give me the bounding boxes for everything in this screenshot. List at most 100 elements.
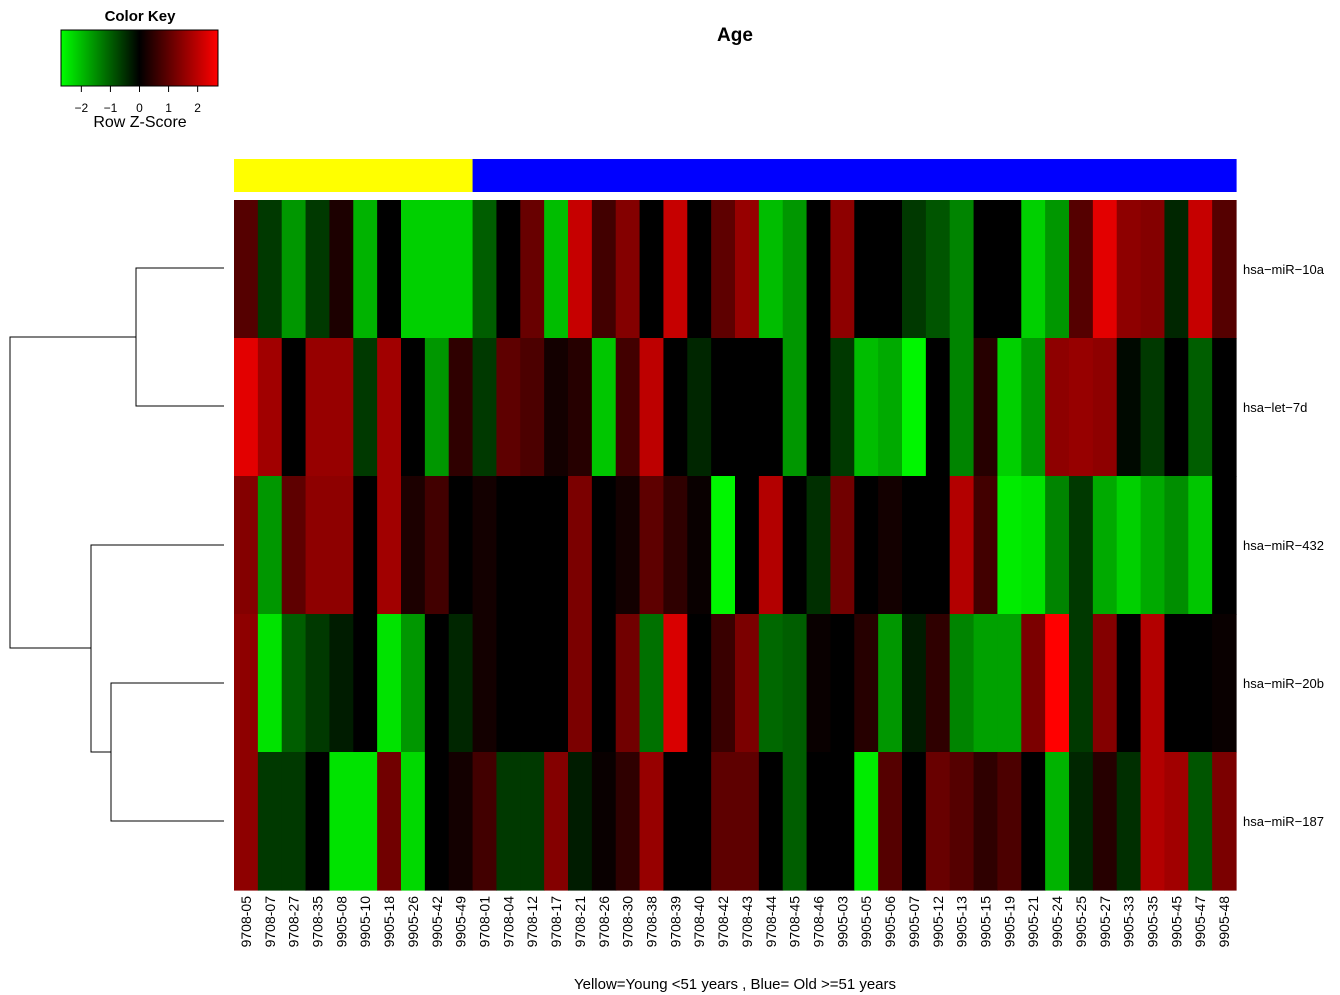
heatmap-cell [1021,338,1046,477]
heatmap-cell [448,338,474,477]
heatmap-cell [878,338,903,477]
heatmap-cell [997,614,1022,753]
heatmap-cell [973,200,999,339]
heatmap-cell [854,476,879,615]
row-label: hsa−miR−20b [1243,676,1324,691]
heatmap-cell [401,338,426,477]
heatmap-cell [353,200,378,339]
group-bar-cell [878,159,903,192]
heatmap-cell [1069,752,1094,891]
heatmap-cell [1212,614,1237,753]
heatmap-cell [1045,476,1070,615]
column-label: 9708-17 [548,896,564,948]
heatmap-cell [1021,476,1046,615]
heatmap-cell [568,338,593,477]
heatmap-cell [1069,200,1094,339]
group-bar-cell [854,159,879,192]
group-bar-cell [1140,159,1166,192]
color-key-label: Row Z-Score [93,114,186,131]
heatmap-cell [1212,752,1237,891]
group-bar-cell [1069,159,1094,192]
column-label: 9905-45 [1168,896,1184,948]
column-label: 9905-08 [333,896,349,948]
heatmap-cell [1116,338,1142,477]
heatmap-cell [997,338,1022,477]
color-key-tick-label: 1 [165,101,172,115]
group-bar-cell [424,159,450,192]
column-label: 9708-39 [667,896,683,948]
color-key-tick-label: 2 [194,101,201,115]
column-label: 9905-03 [834,896,850,948]
group-bar-cell [925,159,951,192]
heatmap-cell [973,338,999,477]
heatmap-cell [711,752,736,891]
heatmap-cell [353,614,378,753]
heatmap-cell [1092,200,1118,339]
heatmap-cell [1188,338,1213,477]
dendrogram-branch-top [135,267,224,407]
group-bar-cell [353,159,378,192]
heatmap-cell [257,338,283,477]
heatmap-cell [830,614,855,753]
heatmap-cell [615,614,641,753]
column-label: 9905-47 [1192,896,1208,948]
heatmap-cell [997,200,1022,339]
row-label: hsa−miR−10a [1243,262,1325,277]
column-label: 9708-12 [524,896,540,948]
heatmap-cell [281,338,307,477]
heatmap-cell [401,476,426,615]
group-bar-cell [830,159,855,192]
column-label: 9708-21 [572,896,588,948]
color-key-tick-label: −2 [75,101,89,115]
column-label: 9905-33 [1121,896,1137,948]
heatmap-cell [1045,200,1070,339]
heatmap-cell [257,752,283,891]
heatmap-cell [1069,614,1094,753]
heatmap-cell [687,338,712,477]
heatmap-cell [615,200,641,339]
heatmap-cell [806,614,832,753]
heatmap-cell [1140,338,1166,477]
heatmap-cell [663,752,688,891]
group-bar-cell [257,159,283,192]
heatmap-cell [687,752,712,891]
color-key-ticks: −2 −1 0 1 2 [75,86,201,115]
color-key-tick-label: −1 [104,101,118,115]
heatmap-cell [281,614,307,753]
group-bar-cell [234,159,259,192]
heatmap-cell [806,338,832,477]
heatmap-cell [1116,200,1142,339]
heatmap-cell [1140,752,1166,891]
column-label: 9708-38 [644,896,660,948]
heatmap-cell [591,476,617,615]
column-label: 9905-27 [1097,896,1113,948]
heatmap-cell [448,200,474,339]
group-bar-cell [591,159,617,192]
column-label: 9708-42 [715,896,731,948]
column-label: 9708-43 [739,896,755,948]
row-label: hsa−miR−432 [1243,538,1324,553]
heatmap-cell [973,752,999,891]
heatmap-cell [949,752,975,891]
heatmap-cell [257,476,283,615]
heatmap-cell [1116,614,1142,753]
heatmap-cell [735,752,760,891]
column-label: 9905-07 [906,896,922,948]
heatmap-cell [591,338,617,477]
heatmap-cell [639,476,665,615]
dendrogram-root [9,336,136,649]
column-label: 9708-26 [596,896,612,948]
heatmap-cell [520,752,545,891]
group-bar-cell [544,159,569,192]
group-bar-cell [615,159,641,192]
heatmap-cell [281,476,307,615]
heatmap-cell [305,338,331,477]
heatmap-cell [1092,752,1118,891]
heatmap-cell [878,752,903,891]
group-bar-cell [377,159,402,192]
heatmap-cell [1092,338,1118,477]
column-label: 9905-49 [453,896,469,948]
heatmap-cell [305,476,331,615]
heatmap-cell [615,338,641,477]
group-bar-cell [1021,159,1046,192]
